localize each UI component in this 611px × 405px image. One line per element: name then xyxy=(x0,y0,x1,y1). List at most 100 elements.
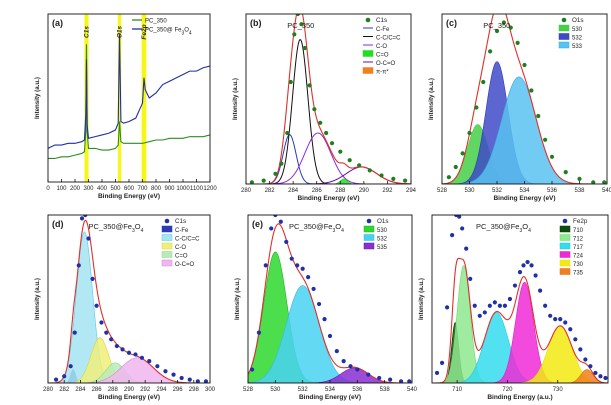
data-point xyxy=(86,236,91,241)
data-point xyxy=(54,377,59,382)
chart-title: PC_350@Fe3O4 xyxy=(476,222,531,234)
x-tick-label: 400 xyxy=(97,186,108,192)
data-point xyxy=(508,25,513,30)
data-point xyxy=(357,163,362,168)
data-point xyxy=(99,320,104,325)
legend-swatch-C=O xyxy=(362,50,374,57)
data-point xyxy=(522,62,527,68)
data-point xyxy=(568,327,573,332)
x-tick-label: 292 xyxy=(140,387,151,393)
x-tick-label: 0 xyxy=(46,186,50,192)
x-tick-label: 538 xyxy=(380,387,391,393)
x-tick-label: 282 xyxy=(59,387,70,393)
data-point xyxy=(583,357,588,362)
legend-swatch-724 xyxy=(559,251,571,258)
highlight-band-O1s xyxy=(117,14,122,182)
legend: Fe2p 710 712 717 724 730 735 xyxy=(559,218,588,277)
data-point xyxy=(109,337,114,342)
data-point xyxy=(120,347,125,352)
data-point xyxy=(468,276,473,281)
legend-marker xyxy=(365,17,371,23)
panel-label: (c) xyxy=(446,18,457,28)
data-point xyxy=(139,355,145,360)
legend-swatch-530 xyxy=(363,225,375,233)
legend-swatch-712 xyxy=(559,234,571,241)
legend-swatch-735 xyxy=(559,268,571,275)
data-point xyxy=(477,313,482,318)
x-axis-label: Binding Energy (eV) xyxy=(98,193,160,200)
data-point xyxy=(62,374,67,379)
x-tick-label: 540 xyxy=(407,387,418,393)
legend-label: C-Fe xyxy=(175,228,189,234)
x-tick-label: 530 xyxy=(270,387,281,393)
data-point xyxy=(94,303,99,308)
x-tick-label: 288 xyxy=(335,188,346,194)
legend-label: 532 xyxy=(377,237,388,243)
data-point xyxy=(502,303,508,308)
panel-label: (a) xyxy=(52,18,63,28)
data-point xyxy=(269,226,274,231)
data-point xyxy=(187,377,192,382)
legend-marker xyxy=(562,218,568,224)
x-tick-label: 528 xyxy=(437,188,448,194)
data-point xyxy=(474,105,479,110)
data-point xyxy=(367,168,372,173)
data-point xyxy=(76,263,81,268)
data-point xyxy=(379,173,384,178)
series-line-PC_350@ Fe3O4 xyxy=(48,34,210,149)
data-point xyxy=(507,296,513,302)
data-point xyxy=(558,317,563,322)
data-point xyxy=(472,303,477,308)
data-point xyxy=(453,164,458,170)
legend-label: 530 xyxy=(572,27,583,33)
series-line-PC_350 xyxy=(48,44,210,160)
data-point xyxy=(515,40,520,46)
data-point xyxy=(302,45,308,51)
x-tick-label: 100 xyxy=(56,186,67,192)
legend-swatch-C-C/C=C xyxy=(161,234,173,241)
x-axis-label: Binding Energy (eV) xyxy=(297,195,359,202)
data-point xyxy=(83,215,88,218)
x-tick-label: 286 xyxy=(312,188,323,194)
data-point xyxy=(538,288,543,293)
data-point xyxy=(593,370,598,376)
data-point xyxy=(487,303,492,308)
x-tick-label: 1200 xyxy=(203,186,217,192)
x-tick-label: 540 xyxy=(602,188,611,194)
x-tick-label: 294 xyxy=(406,188,417,194)
data-point xyxy=(318,120,323,125)
x-tick-label: 538 xyxy=(574,188,585,194)
panel-label: (b) xyxy=(250,18,262,28)
x-tick-label: 700 xyxy=(137,186,148,192)
data-point xyxy=(114,343,119,349)
data-point xyxy=(481,79,486,85)
legend-swatch-535 xyxy=(363,242,375,250)
x-tick-label: 534 xyxy=(519,188,530,194)
legend-label: C-C/C=C xyxy=(376,36,401,42)
x-tick-label: 284 xyxy=(75,387,86,393)
panel-c: 528 530 532 534 536 538 540 Binding Energy (eV)… xyxy=(428,13,611,202)
axes-frame xyxy=(47,13,211,183)
data-point xyxy=(591,180,596,184)
data-point xyxy=(563,320,568,325)
x-tick-label: 534 xyxy=(325,387,336,393)
data-point xyxy=(250,367,255,372)
legend-label: C-O xyxy=(376,44,387,50)
legend-label: PC_350 xyxy=(145,19,167,25)
x-tick-label: 280 xyxy=(43,387,54,393)
fit-envelope xyxy=(246,14,411,184)
legend-label: 710 xyxy=(573,228,584,234)
panel-e: 528 530 532 534 536 538 540 Binding Energy (eV)… xyxy=(234,214,418,401)
x-tick-label: 294 xyxy=(156,387,167,393)
data-point xyxy=(388,377,393,382)
x-tick-label: 288 xyxy=(108,387,119,393)
data-point xyxy=(179,375,184,381)
legend: O1s 530 532 535 xyxy=(363,218,389,251)
data-point xyxy=(492,300,497,305)
data-point xyxy=(288,79,293,85)
legend: C1s C-Fe C-C/C=C C-O C=O O-C=O π-π* xyxy=(362,17,401,76)
data-point xyxy=(517,270,523,275)
data-point xyxy=(292,32,297,37)
x-tick-label: 298 xyxy=(189,387,200,393)
